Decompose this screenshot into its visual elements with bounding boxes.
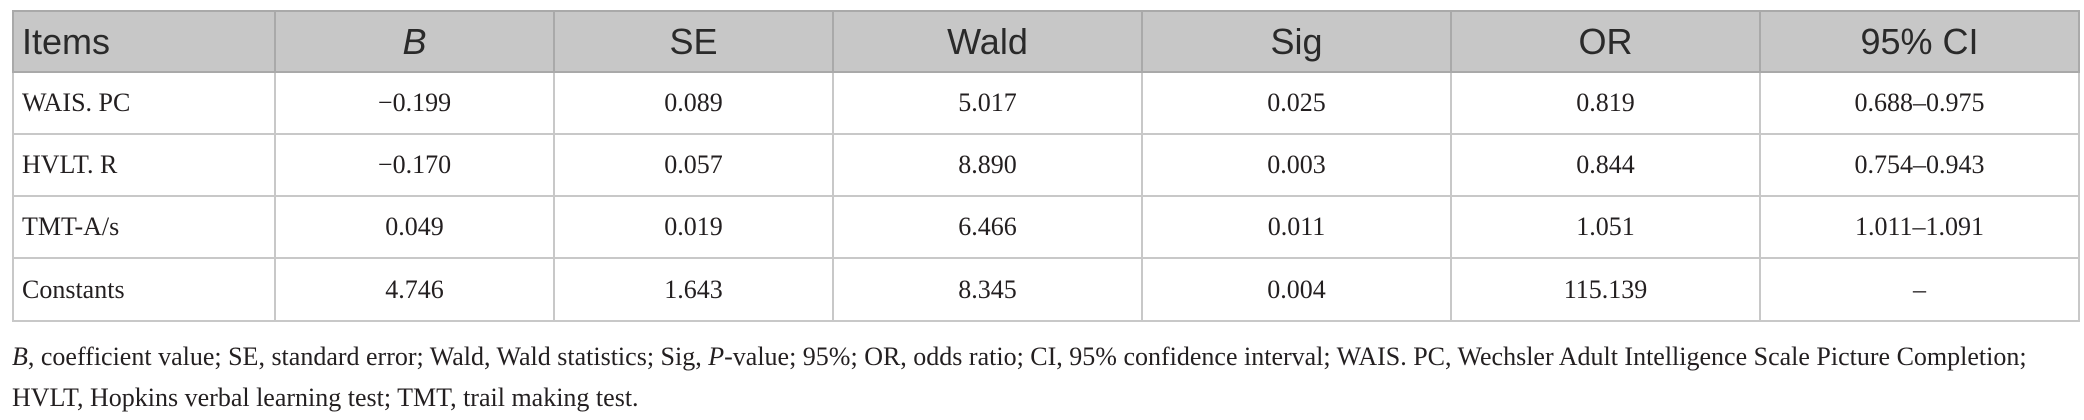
cell-b: −0.199 [274,71,555,135]
footnote-p-symbol: P [708,342,725,371]
regression-table: Items B SE Wald Sig OR 95% CI WAIS. PC −… [12,10,2080,322]
cell-sig: 0.003 [1141,133,1452,197]
row-label: Constants [12,257,276,322]
cell-wald: 6.466 [832,195,1143,259]
cell-b: 0.049 [274,195,555,259]
header-row: Items B SE Wald Sig OR 95% CI [12,10,2080,73]
cell-sig: 0.011 [1141,195,1452,259]
table-row: TMT-A/s 0.049 0.019 6.466 0.011 1.051 1.… [12,195,2080,259]
cell-or: 115.139 [1450,257,1761,322]
row-label: TMT-A/s [12,195,276,259]
cell-or: 1.051 [1450,195,1761,259]
cell-se: 1.643 [553,257,834,322]
header-ci: 95% CI [1759,10,2080,73]
footnote-text-2: -value; 95%; OR, odds ratio; CI, 95% con… [12,342,2027,412]
table-container: Items B SE Wald Sig OR 95% CI WAIS. PC −… [12,10,2080,418]
header-items: Items [12,10,276,73]
cell-se: 0.089 [553,71,834,135]
cell-or: 0.819 [1450,71,1761,135]
row-label: HVLT. R [12,133,276,197]
row-label: WAIS. PC [12,71,276,135]
cell-sig: 0.025 [1141,71,1452,135]
cell-b: 4.746 [274,257,555,322]
cell-sig: 0.004 [1141,257,1452,322]
header-or: OR [1450,10,1761,73]
cell-ci: 1.011–1.091 [1759,195,2080,259]
header-b: B [274,10,555,73]
cell-ci: 0.688–0.975 [1759,71,2080,135]
cell-wald: 8.345 [832,257,1143,322]
cell-ci: 0.754–0.943 [1759,133,2080,197]
table-row: HVLT. R −0.170 0.057 8.890 0.003 0.844 0… [12,133,2080,197]
footnote-b-symbol: B [12,342,28,371]
header-se: SE [553,10,834,73]
table-footnote: B, coefficient value; SE, standard error… [12,336,2078,418]
table-row: Constants 4.746 1.643 8.345 0.004 115.13… [12,257,2080,322]
cell-or: 0.844 [1450,133,1761,197]
header-wald: Wald [832,10,1143,73]
cell-wald: 8.890 [832,133,1143,197]
header-sig: Sig [1141,10,1452,73]
cell-wald: 5.017 [832,71,1143,135]
footnote-text-1: , coefficient value; SE, standard error;… [27,342,709,371]
table-row: WAIS. PC −0.199 0.089 5.017 0.025 0.819 … [12,71,2080,135]
cell-se: 0.019 [553,195,834,259]
cell-b: −0.170 [274,133,555,197]
cell-se: 0.057 [553,133,834,197]
cell-ci: – [1759,257,2080,322]
